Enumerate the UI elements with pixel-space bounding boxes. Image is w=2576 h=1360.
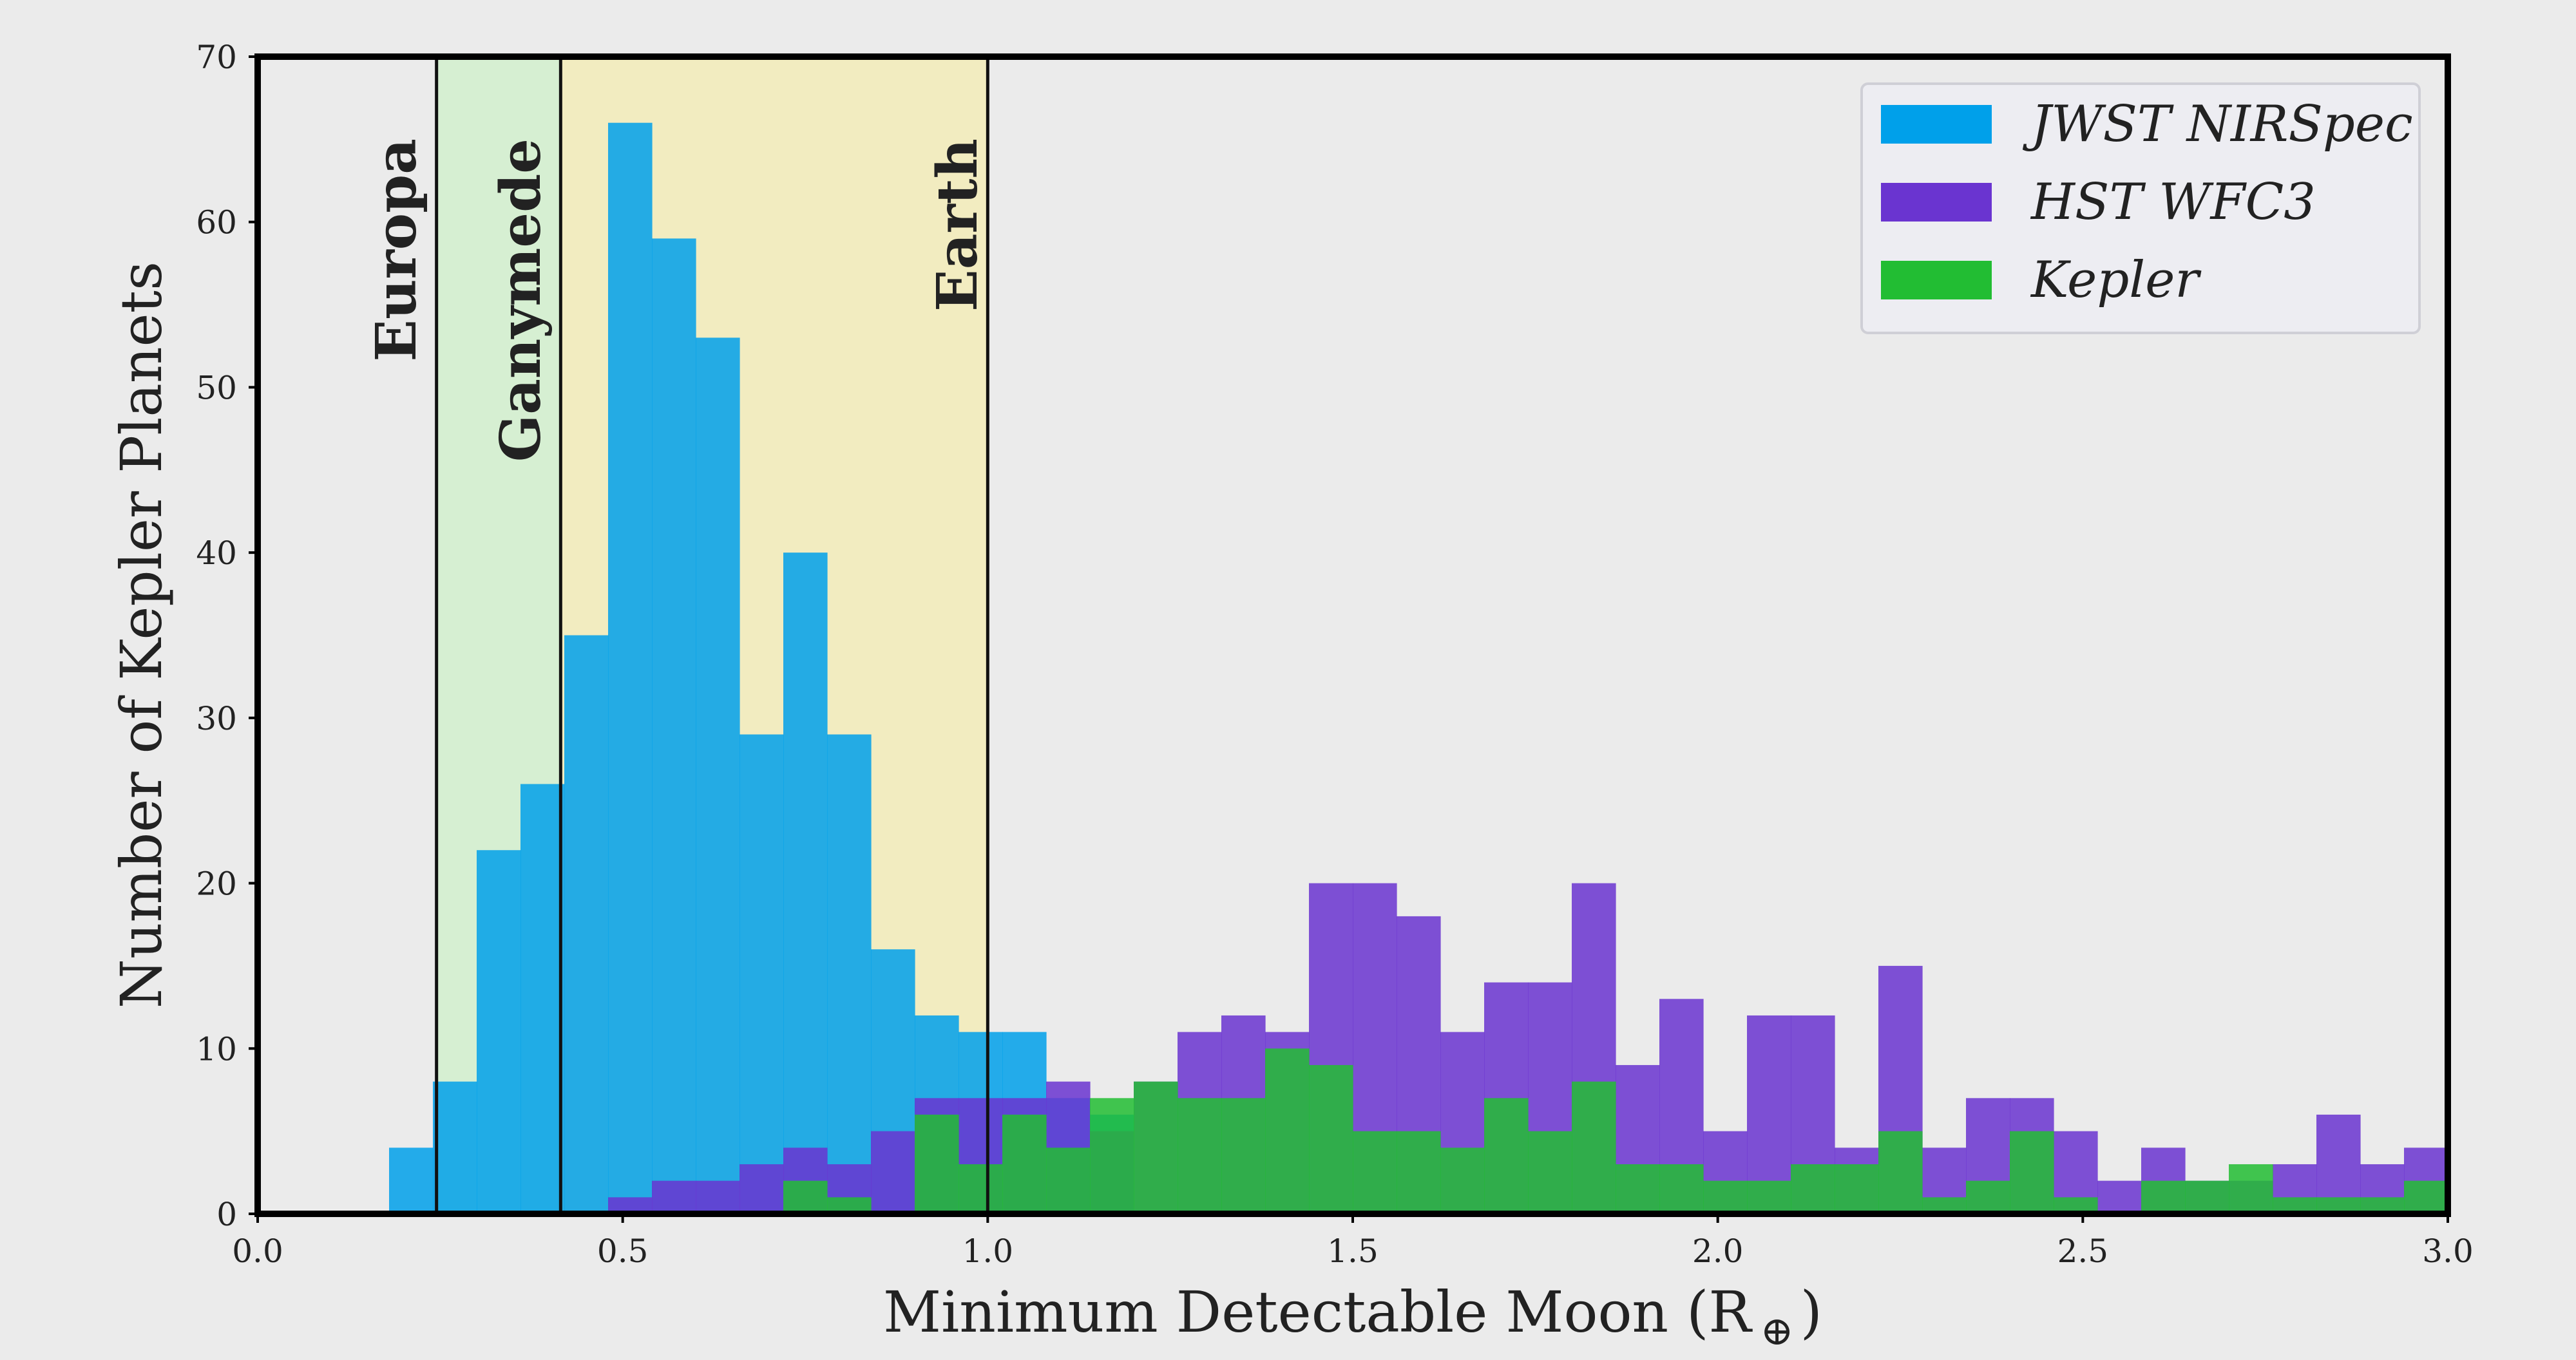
bar: [827, 734, 872, 1214]
x-axis-label-text: Minimum Detectable Moon (R: [883, 1279, 1753, 1345]
bar: [2097, 1180, 2142, 1214]
bar: [2404, 1180, 2448, 1214]
bar: [783, 552, 828, 1214]
bar: [477, 850, 521, 1214]
x-tick-label: 3.0: [2422, 1232, 2474, 1270]
bar: [1616, 1164, 1660, 1214]
bar: [1878, 1131, 1923, 1214]
bar: [1966, 1180, 2010, 1214]
bar: [652, 1180, 696, 1214]
bar: [2229, 1164, 2273, 1214]
bar: [2185, 1180, 2229, 1214]
y-tick-label: 60: [196, 204, 237, 241]
reference-label: Earth: [925, 138, 990, 312]
legend-box: [1860, 82, 2421, 334]
bar: [564, 635, 609, 1214]
bar: [1572, 1081, 1616, 1214]
bar: [2010, 1131, 2054, 1214]
x-tick-label: 1.0: [962, 1232, 1014, 1270]
series-0: [389, 122, 1134, 1214]
y-tick-label: 30: [196, 700, 237, 737]
bar: [696, 1180, 740, 1214]
x-tick-label: 2.0: [1692, 1232, 1744, 1270]
legend-label: JWST NIRSpec: [2022, 95, 2413, 153]
bar: [389, 1148, 434, 1214]
y-tick-label: 20: [196, 865, 237, 903]
bar: [1134, 1081, 1178, 1214]
reference-label: Europa: [364, 138, 429, 362]
bar: [1046, 1148, 1091, 1214]
y-tick-label: 50: [196, 369, 237, 406]
bar: [1221, 1098, 1266, 1214]
bar: [1440, 1148, 1485, 1214]
bar: [739, 1164, 784, 1214]
y-tick-label: 10: [196, 1030, 237, 1068]
legend-swatch: [1881, 105, 1992, 144]
earth-symbol: ⊕: [1760, 1307, 1794, 1354]
bar: [1835, 1164, 1879, 1214]
x-axis-label: Minimum Detectable Moon (R ⊕): [883, 1279, 1822, 1354]
legend: JWST NIRSpec HST WFC3 Kepler: [1860, 82, 2421, 334]
bar: [2141, 1180, 2186, 1214]
y-tick-label: 0: [216, 1196, 237, 1233]
bar: [1791, 1164, 1835, 1214]
bar: [1353, 1131, 1397, 1214]
bar: [1090, 1098, 1134, 1214]
reference-label: Ganymede: [488, 138, 553, 462]
x-tick-label: 2.5: [2057, 1232, 2109, 1270]
bar: [608, 122, 653, 1214]
bar: [433, 1081, 477, 1214]
bar: [1397, 1131, 1441, 1214]
y-tick-label: 70: [196, 39, 237, 76]
legend-swatch: [1881, 261, 1992, 299]
bar: [783, 1180, 828, 1214]
bar: [1528, 1131, 1572, 1214]
bar: [871, 1131, 915, 1214]
bar: [1703, 1180, 1748, 1214]
bar: [1002, 1114, 1047, 1214]
y-tick-label: 40: [196, 534, 237, 572]
bar: [1265, 1048, 1310, 1214]
bar: [1484, 1098, 1529, 1214]
bar: [696, 337, 740, 1214]
reference-labels: Europa Ganymede Earth: [364, 138, 990, 462]
reference-lines: [435, 57, 989, 1214]
legend-label: HST WFC3: [2030, 173, 2316, 231]
legend-swatch: [1881, 183, 1992, 222]
x-axis-label-close: ): [1800, 1279, 1822, 1345]
x-tick-label: 0.0: [232, 1232, 283, 1270]
x-tick-label: 1.5: [1327, 1232, 1379, 1270]
bar: [959, 1164, 1003, 1214]
legend-label: Kepler: [2030, 251, 2202, 309]
bar: [915, 1114, 959, 1214]
x-tick-label: 0.5: [597, 1232, 649, 1270]
bar: [1178, 1098, 1222, 1214]
bar: [652, 238, 696, 1214]
bar: [1747, 1180, 1791, 1214]
bar: [739, 734, 784, 1214]
plot-frame: [254, 53, 2451, 1217]
bar: [1309, 1064, 1353, 1214]
axis-ticks: 0.0 0.5 1.0 1.5 2.0 2.5 3.0 0 10 20 30 40 50 60 70: [196, 39, 2473, 1270]
bar: [1659, 1164, 1704, 1214]
bar: [520, 784, 565, 1214]
y-axis-label: Number of Kepler Planets: [108, 261, 175, 1008]
